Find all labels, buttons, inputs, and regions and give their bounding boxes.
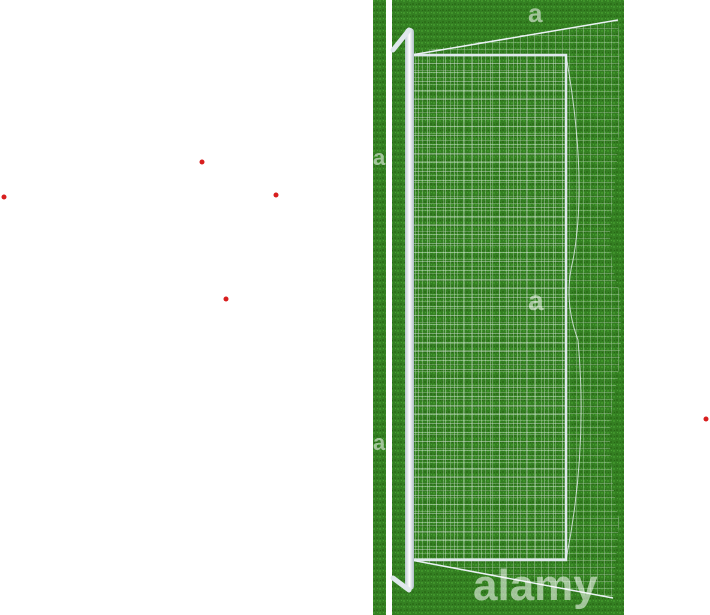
goal-crossbar [405,28,414,590]
net-top-edge [410,19,619,56]
marker-dot-1 [199,159,205,165]
net-inner [411,55,566,560]
goal-line [386,0,392,615]
watermark-brand: alamy [473,561,598,610]
net-fold [565,54,582,561]
marker-dot-3 [273,192,279,198]
marker-dot-4 [223,296,229,302]
marker-dot-2 [1,194,7,200]
marker-dot-5 [703,416,709,422]
goal-photo-svg: a a a a alamy [373,0,624,615]
goal-post-bottom [390,575,412,593]
net-bottom-edge [410,559,614,599]
watermark-mark-mid: a [528,285,544,316]
watermark-mark-left-2: a [373,430,386,455]
goal-post-top [390,27,412,53]
watermark-mark-left: a [373,145,386,170]
watermark-mark-top: a [528,0,543,28]
goal-photo: a a a a alamy [373,0,624,615]
